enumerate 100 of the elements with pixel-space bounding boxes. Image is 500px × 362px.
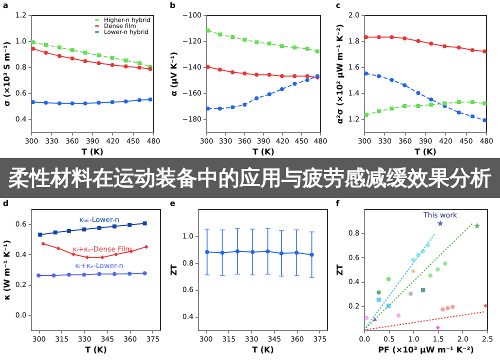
point (31, 40, 36, 44)
point (85, 255, 90, 260)
point (482, 49, 487, 54)
point (416, 104, 421, 108)
y-axis-title: α²σ (×10² μW m⁻¹ K⁻²) (336, 24, 345, 124)
point (83, 101, 88, 106)
point (315, 49, 320, 54)
point (411, 258, 416, 262)
point (470, 48, 475, 52)
point (376, 290, 382, 295)
point (53, 230, 58, 234)
point (386, 277, 392, 282)
point (52, 274, 56, 278)
point (41, 242, 46, 246)
point (128, 272, 132, 276)
point (421, 249, 426, 254)
point (292, 82, 296, 86)
point (364, 316, 369, 320)
point (377, 35, 382, 40)
x-axis-title: T (K) (85, 346, 107, 354)
point (390, 35, 394, 40)
point (364, 72, 368, 76)
point (56, 246, 60, 250)
point (440, 307, 446, 312)
point (112, 224, 116, 228)
x-axis-title: T (K) (414, 148, 437, 156)
point (428, 273, 433, 278)
point (142, 221, 147, 226)
point (446, 306, 450, 310)
point (443, 101, 447, 106)
point (36, 274, 41, 278)
chart-title: f (336, 199, 340, 208)
y-axis-title: ZT (336, 264, 345, 276)
x-axis-title: T (K) (252, 346, 274, 354)
point (110, 63, 114, 68)
x-axis-title: PF (×10³ μW m⁻¹ K⁻²) (378, 346, 474, 354)
point (254, 72, 258, 77)
point (470, 100, 475, 104)
point (403, 104, 408, 108)
point (114, 252, 118, 256)
point (124, 64, 128, 68)
point (83, 59, 88, 64)
point (230, 35, 234, 40)
point (242, 102, 246, 107)
point (436, 267, 440, 272)
point (377, 74, 382, 78)
point (82, 272, 86, 277)
point (267, 42, 272, 46)
y-axis-title: ZT (169, 264, 178, 276)
point (96, 100, 101, 105)
point (124, 58, 128, 62)
point (429, 42, 434, 46)
chart-title: e (170, 199, 176, 208)
point (267, 72, 272, 77)
point (83, 50, 88, 55)
point (218, 68, 222, 72)
point (437, 220, 444, 226)
point (377, 109, 382, 114)
point (100, 255, 104, 260)
point (457, 46, 462, 50)
point (305, 74, 310, 78)
point (70, 56, 74, 61)
point (218, 32, 222, 36)
point (70, 48, 74, 52)
point (112, 272, 116, 276)
point (242, 72, 246, 76)
point (390, 106, 394, 111)
point (44, 50, 48, 55)
point (44, 42, 48, 47)
text: 柔性材料在运动装备中的应用与疲劳感减缓效果分析 (0, 158, 500, 198)
point (206, 106, 210, 111)
point (124, 99, 128, 104)
x-axis-title: T (K) (252, 148, 274, 156)
point (408, 292, 414, 296)
point (110, 100, 114, 104)
chart-title: d (2, 199, 9, 208)
point (305, 78, 310, 82)
point (396, 313, 401, 318)
point (403, 36, 408, 40)
point (70, 101, 74, 106)
point (373, 317, 378, 321)
point (57, 54, 62, 58)
point (96, 61, 101, 66)
point (411, 268, 416, 273)
chart-title: a (2, 1, 8, 10)
point (230, 105, 234, 110)
point (364, 35, 368, 40)
point (267, 92, 272, 96)
point (416, 252, 421, 258)
point (71, 252, 76, 256)
point (97, 272, 102, 276)
point (254, 40, 258, 44)
point (97, 226, 102, 230)
point (31, 100, 36, 104)
y-axis-title: κ (W m⁻¹ K⁻¹) (2, 240, 12, 300)
point (137, 61, 142, 66)
point (144, 244, 148, 249)
point (280, 87, 284, 92)
point (416, 91, 421, 95)
point (96, 53, 101, 58)
